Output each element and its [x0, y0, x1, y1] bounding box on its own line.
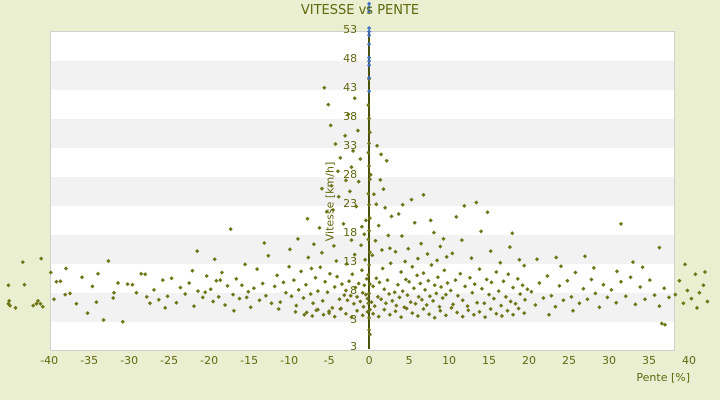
- data-point: [705, 299, 710, 304]
- data-point: [677, 278, 682, 283]
- x-tick-label: 25: [562, 354, 577, 367]
- data-point: [694, 305, 700, 311]
- x-tick-label: 5: [405, 354, 413, 367]
- y-tick-label: 43: [343, 81, 358, 95]
- x-tick-label: 0: [365, 354, 373, 367]
- y-tick-label: 3: [350, 313, 358, 327]
- data-point: [701, 283, 706, 288]
- chart-title: VITESSE vs PENTE: [300, 3, 420, 18]
- x-axis-label: Pente [%]: [636, 371, 690, 384]
- data-point: [366, 25, 372, 31]
- data-point: [20, 259, 25, 265]
- x-tick-label: 15: [482, 354, 497, 367]
- data-point: [7, 298, 12, 304]
- data-point: [702, 269, 708, 275]
- y-tick-label: 8: [350, 284, 358, 298]
- x-tick-label: 35: [642, 354, 656, 367]
- vertical-axis-line: [368, 31, 371, 349]
- y-tick-label: 38: [343, 110, 358, 124]
- data-point: [689, 296, 694, 301]
- x-tick-label: 20: [522, 354, 537, 367]
- data-point: [693, 272, 698, 277]
- x-tick-label: -10: [280, 354, 299, 367]
- y-tick-label: 28: [343, 168, 358, 182]
- y-tick-label: 23: [343, 197, 358, 211]
- x-tick-label: 30: [602, 354, 617, 367]
- x-tick-label: -20: [200, 354, 219, 367]
- data-point: [34, 301, 39, 306]
- x-tick-label: -40: [40, 354, 59, 367]
- x-tick-label: 10: [442, 354, 457, 367]
- x-tick-label: -30: [120, 354, 139, 367]
- data-point: [7, 303, 13, 308]
- y-tick-label: 53: [343, 23, 358, 37]
- data-point: [22, 282, 27, 287]
- data-point: [681, 301, 686, 306]
- x-tick-label: -5: [323, 354, 335, 367]
- x-tick-label: -25: [160, 354, 179, 367]
- data-point: [6, 301, 11, 306]
- y-tick-label-bottom: 3: [350, 340, 358, 353]
- x-tick-label: 40: [681, 354, 696, 367]
- x-tick-label: -35: [80, 354, 99, 367]
- data-point: [31, 303, 36, 308]
- data-point: [13, 305, 18, 311]
- plot-area: [50, 31, 675, 351]
- data-point: [38, 301, 43, 306]
- data-point: [6, 283, 11, 288]
- data-point: [697, 290, 702, 295]
- y-axis-label: Vitesse [km/h]: [323, 161, 337, 242]
- data-point: [685, 288, 690, 293]
- data-point: [682, 262, 688, 267]
- y-tick-label: 18: [343, 226, 358, 240]
- x-tick-label: -15: [240, 354, 259, 367]
- y-tick-label: 48: [343, 52, 358, 66]
- data-point: [35, 298, 41, 304]
- data-point: [40, 304, 45, 309]
- data-point: [39, 256, 44, 261]
